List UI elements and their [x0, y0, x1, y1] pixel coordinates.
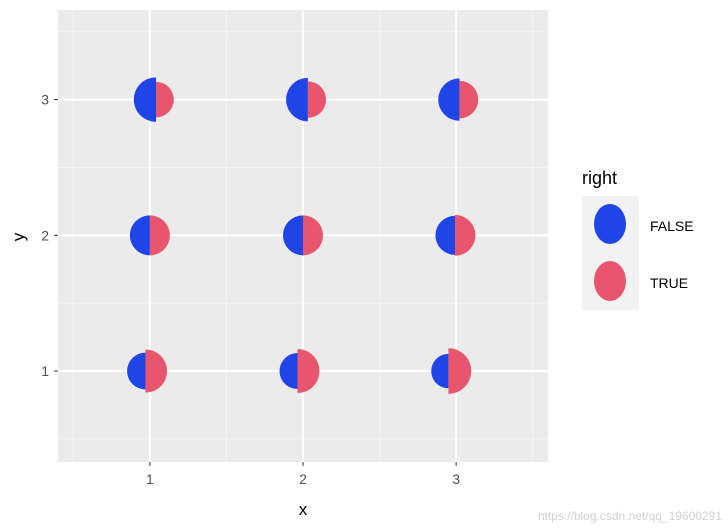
point-false-half	[129, 215, 150, 256]
y-axis-title: y	[9, 232, 28, 241]
x-tick-label: 2	[299, 471, 307, 487]
x-tick-label: 3	[452, 471, 460, 487]
legend-title: right	[582, 168, 617, 188]
point-false-half	[283, 215, 303, 256]
point	[435, 214, 476, 256]
point	[438, 78, 479, 121]
point-true-half	[149, 215, 170, 256]
legend-glyph-true	[594, 261, 626, 301]
point	[133, 77, 174, 122]
watermark: https://blog.csdn.net/qq_19600291	[537, 509, 722, 523]
point-false-half	[127, 352, 146, 390]
legend-glyphs	[594, 204, 626, 301]
point	[279, 349, 320, 394]
point-true-half	[459, 80, 479, 119]
y-axis-ticks: 1 2 3	[41, 92, 58, 379]
point-true-half	[448, 348, 472, 394]
point	[129, 215, 170, 256]
point	[431, 348, 472, 394]
data-points	[127, 77, 479, 394]
x-tick-label: 1	[146, 471, 154, 487]
point	[127, 349, 168, 393]
legend: right FALSE TRUE	[582, 168, 694, 310]
point-true-half	[307, 81, 327, 118]
point-false-half	[133, 77, 157, 122]
y-tick-label: 1	[41, 363, 49, 379]
point-false-half	[431, 353, 449, 389]
point-true-half	[156, 81, 174, 118]
legend-label-false: FALSE	[650, 218, 694, 234]
point-true-half	[297, 349, 320, 394]
point-false-half	[435, 215, 456, 255]
legend-glyph-false	[594, 204, 626, 244]
y-tick-label: 2	[41, 227, 49, 243]
point-true-half	[455, 214, 476, 256]
x-axis-title: x	[299, 500, 308, 519]
point-false-half	[438, 78, 460, 121]
point-true-half	[303, 215, 324, 256]
point	[286, 77, 327, 122]
point	[283, 215, 324, 256]
point-false-half	[286, 77, 308, 122]
y-tick-label: 3	[41, 92, 49, 108]
point-false-half	[279, 353, 298, 390]
x-axis-ticks: 1 2 3	[146, 462, 460, 487]
point-true-half	[145, 349, 168, 393]
legend-label-true: TRUE	[650, 275, 688, 291]
